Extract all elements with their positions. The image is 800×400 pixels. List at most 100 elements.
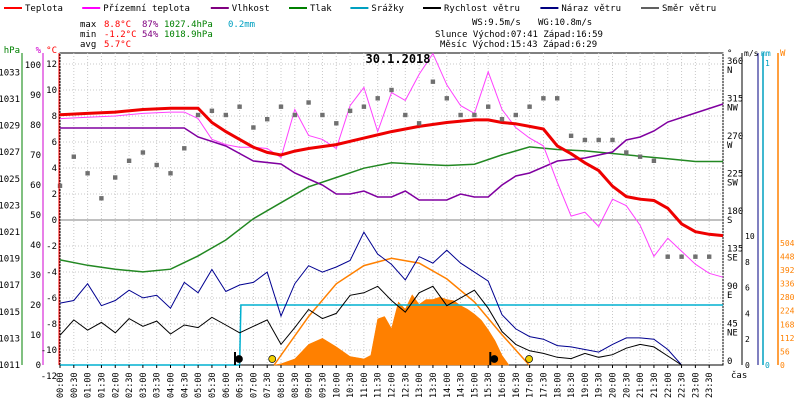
x-tick-label: 11:30 <box>374 372 384 398</box>
tick-label: 392 <box>780 266 795 275</box>
stat-label: min <box>80 30 96 40</box>
tick-label: 1031 <box>0 95 20 105</box>
stat-pressure: 1018.9hPa <box>164 30 213 40</box>
wind-direction-point <box>430 79 436 84</box>
stat-humidity: 87% <box>142 20 159 30</box>
x-tick-label: 06:30 <box>236 372 246 398</box>
x-tick-label: 16:30 <box>512 372 522 398</box>
tick-label: 1011 <box>0 361 20 371</box>
stat-humidity: 54% <box>142 30 159 40</box>
wind-direction-point <box>499 117 505 122</box>
wind-direction-point <box>527 104 532 109</box>
tick-label: 6 <box>745 284 750 293</box>
axis-unit-label: % <box>36 46 42 56</box>
wind-direction-point <box>182 146 187 151</box>
x-tick-label: 21:30 <box>650 372 660 398</box>
x-tick-label: 09:30 <box>318 372 328 398</box>
wind-direction-point <box>444 96 449 101</box>
chart-title: 30.1.2018 <box>365 52 430 66</box>
tick-label: 8 <box>745 258 750 267</box>
tick-label: 0 <box>36 361 41 371</box>
wind-direction-point <box>347 108 353 113</box>
wind-direction-point <box>707 254 712 259</box>
wind-direction-point <box>154 162 159 168</box>
x-tick-label: 17:00 <box>526 372 536 398</box>
tick-label: 336 <box>780 280 795 289</box>
x-tick-label: 02:00 <box>111 372 121 398</box>
x-tick-label: 09:00 <box>305 372 315 398</box>
wind-direction-point <box>85 171 90 176</box>
tick-label: -4 <box>46 268 57 278</box>
x-tick-label: 08:00 <box>277 372 287 398</box>
wind-direction-point <box>624 150 629 155</box>
x-tick-label: 01:00 <box>84 372 94 398</box>
tick-label: 20 <box>30 301 41 311</box>
wind-direction-point <box>99 196 104 201</box>
wind-direction-point <box>513 112 518 118</box>
legend-item: Vlhkost <box>232 4 270 14</box>
wind-direction-point <box>610 137 615 143</box>
wind-direction-point <box>582 137 588 143</box>
x-tick-label: 07:30 <box>263 372 273 398</box>
wind-direction-point <box>168 171 173 176</box>
x-axis-label: čas <box>731 370 747 381</box>
tick-labels: hPa1011101310151017101910211023102510271… <box>0 46 795 398</box>
tick-label: 12 <box>46 60 57 70</box>
x-tick-label: 15:00 <box>470 372 480 398</box>
tick-label: 80 <box>30 121 41 131</box>
tick-label: 1019 <box>0 255 20 265</box>
wind-speed-info: WS:9.5m/s <box>472 18 521 28</box>
tick-label: -6 <box>46 294 57 304</box>
tick-label: 1033 <box>0 68 20 78</box>
wind-direction-point <box>320 112 325 118</box>
x-tick-label: 21:00 <box>636 372 646 398</box>
x-tick-label: 02:30 <box>125 372 135 398</box>
tick-label: 30 <box>30 271 41 281</box>
tick-label: -2 <box>46 242 57 252</box>
tick-label: 0 <box>52 216 57 226</box>
tick-label: 10 <box>745 232 755 241</box>
wind-direction-point <box>195 112 201 118</box>
tick-label: 112 <box>780 334 795 343</box>
series-rychlost-vetru <box>59 285 723 366</box>
legend-item: Tlak <box>310 4 332 14</box>
x-tick-label: 17:30 <box>539 372 549 398</box>
sun-marker <box>525 355 533 363</box>
x-tick-label: 11:00 <box>360 372 370 398</box>
wind-direction-point <box>568 133 574 138</box>
tick-label: 1021 <box>0 228 20 238</box>
solar-theoretical-curve <box>273 257 530 366</box>
tick-label: 2 <box>745 335 750 344</box>
series-srazky <box>60 304 723 366</box>
x-tick-label: 18:30 <box>567 372 577 398</box>
series-vlhkost <box>60 103 724 201</box>
tick-label: -8 <box>46 320 57 330</box>
tick-label: 1023 <box>0 201 20 211</box>
tick-label: 1 <box>765 59 770 68</box>
legend-item: Přízemní teplota <box>103 4 190 14</box>
wind-direction-point <box>416 121 422 126</box>
x-tick-label: 22:00 <box>664 372 674 398</box>
tick-label: 1017 <box>0 281 20 291</box>
wind-direction-dots <box>57 79 712 259</box>
legend-item: Rychlost větru <box>444 4 520 14</box>
tick-label: SW <box>727 179 738 189</box>
x-tick-label: 14:30 <box>457 372 467 398</box>
x-tick-label: 15:30 <box>484 372 494 398</box>
stat-label: avg <box>80 40 96 50</box>
legend-item: Srážky <box>371 4 404 14</box>
tick-label: 1027 <box>0 148 20 158</box>
solar-fill <box>274 294 510 366</box>
tick-label: 360 <box>727 57 743 67</box>
wind-direction-point <box>278 104 284 109</box>
tick-label: 56 <box>780 347 790 356</box>
x-tick-label: 03:30 <box>153 372 163 398</box>
chart-grid <box>59 52 724 366</box>
legend-item: Náraz větru <box>561 4 621 14</box>
wind-direction-point <box>651 158 657 163</box>
sun-marker <box>268 355 277 363</box>
wind-direction-point <box>665 254 670 259</box>
x-tick-label: 10:00 <box>332 372 342 398</box>
wind-direction-point <box>113 175 118 180</box>
x-tick-label: 23:00 <box>691 372 701 398</box>
